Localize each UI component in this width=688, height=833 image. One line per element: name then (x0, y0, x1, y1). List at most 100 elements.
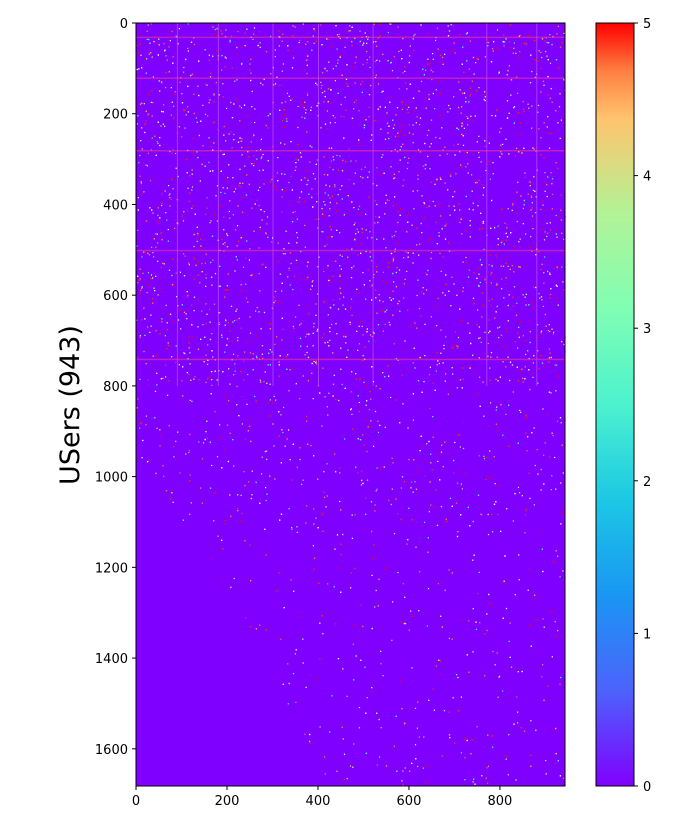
heatmap-cell (344, 46, 346, 48)
heatmap-cell (326, 495, 328, 497)
heatmap-cell (405, 103, 407, 106)
heatmap-cell (376, 467, 378, 469)
heatmap-cell (364, 166, 366, 168)
heatmap-cell (300, 345, 302, 347)
heatmap-cell (219, 312, 221, 314)
heatmap-cell (417, 380, 420, 382)
heatmap-cell (493, 41, 495, 43)
heatmap-cell (262, 153, 264, 156)
heatmap-cell (177, 431, 179, 433)
heatmap-cell (388, 499, 390, 501)
heatmap-cell (186, 210, 189, 212)
heatmap-cell (354, 172, 356, 174)
heatmap-cell (199, 247, 201, 249)
heatmap-cell (366, 331, 368, 333)
heatmap-cell (307, 55, 309, 57)
heatmap-cell (315, 303, 317, 305)
heatmap-cell (236, 308, 238, 310)
heatmap-cell (312, 35, 314, 37)
heatmap-cell (372, 690, 374, 693)
heatmap-cell (538, 368, 540, 370)
heatmap-cell (530, 236, 532, 238)
heatmap-cell (139, 103, 142, 105)
heatmap-cell (151, 115, 153, 117)
heatmap-cell (354, 62, 356, 64)
heatmap-cell (373, 544, 375, 546)
heatmap-cell (370, 420, 372, 422)
heatmap-cell (416, 244, 418, 246)
heatmap-cell (258, 31, 261, 33)
heatmap-cell (496, 356, 498, 358)
heatmap-cell (424, 168, 426, 170)
heatmap-cell (361, 479, 363, 481)
heatmap-cell (448, 734, 451, 736)
heatmap-cell (540, 208, 542, 211)
heatmap-cell (366, 697, 368, 699)
heatmap-cell (253, 279, 255, 281)
heatmap-cell (477, 268, 479, 270)
heatmap-cell (197, 261, 199, 263)
heatmap-cell (271, 307, 273, 309)
heatmap-cell (145, 363, 147, 365)
heatmap-cell (515, 779, 517, 781)
heatmap-cell (347, 349, 349, 351)
heatmap-cell (280, 414, 282, 416)
heatmap-cell (454, 209, 456, 211)
heatmap-cell (362, 434, 364, 436)
heatmap-cell (262, 345, 264, 347)
heatmap-cell (153, 41, 155, 43)
heatmap-cell (452, 347, 454, 349)
heatmap-cell (482, 227, 484, 229)
heatmap-cell (383, 567, 385, 569)
heatmap-cell (408, 629, 410, 631)
heatmap-cell (284, 173, 286, 175)
heatmap-cell (345, 161, 347, 163)
heatmap-cell (255, 481, 257, 483)
heatmap-cell (438, 232, 440, 234)
heatmap-cell (359, 40, 361, 42)
heatmap-cell (529, 331, 531, 333)
heatmap-cell (491, 199, 493, 202)
heatmap-cell (531, 105, 533, 107)
heatmap-cell (151, 137, 153, 139)
heatmap-cell (290, 99, 292, 101)
heatmap-cell (349, 765, 352, 767)
heatmap-cell (244, 438, 246, 440)
heatmap-cell (390, 396, 392, 399)
heatmap-cell (248, 115, 250, 117)
heatmap-cell (355, 378, 358, 380)
heatmap-cell (336, 333, 338, 335)
heatmap-cell (506, 329, 508, 331)
heatmap-cell (295, 158, 297, 160)
heatmap-cell (384, 376, 386, 378)
heatmap-cell (475, 621, 477, 623)
heatmap-cell (509, 268, 511, 270)
heatmap-cell (175, 272, 177, 274)
heatmap-cell (538, 75, 540, 77)
heatmap-cell (412, 190, 414, 192)
heatmap-cell (188, 450, 190, 452)
heatmap-cell (326, 406, 328, 408)
heatmap-cell (191, 173, 193, 175)
heatmap-cell (137, 275, 139, 277)
heatmap-cell (392, 261, 394, 263)
heatmap-cell (337, 59, 339, 61)
heatmap-cell (528, 107, 530, 109)
heatmap-cell (399, 159, 401, 161)
heatmap-cell (312, 332, 314, 334)
heatmap-cell (249, 352, 252, 354)
heatmap-cell (558, 215, 560, 217)
heatmap-cell (407, 256, 409, 258)
heatmap-cell (495, 285, 497, 287)
heatmap-cell (524, 366, 526, 368)
heatmap-cell (531, 432, 533, 434)
heatmap-cell (281, 211, 283, 213)
heatmap-cell (251, 163, 253, 165)
heatmap-cell (399, 214, 401, 216)
heatmap-cell (555, 727, 557, 730)
heatmap-cell (251, 494, 253, 496)
heatmap-cell (429, 168, 431, 170)
heatmap-cell (361, 231, 364, 233)
heatmap-cell (515, 230, 517, 232)
